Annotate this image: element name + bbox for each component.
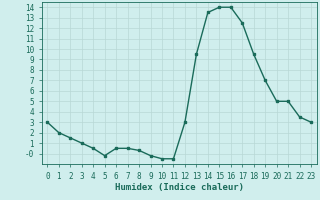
X-axis label: Humidex (Indice chaleur): Humidex (Indice chaleur) [115,183,244,192]
